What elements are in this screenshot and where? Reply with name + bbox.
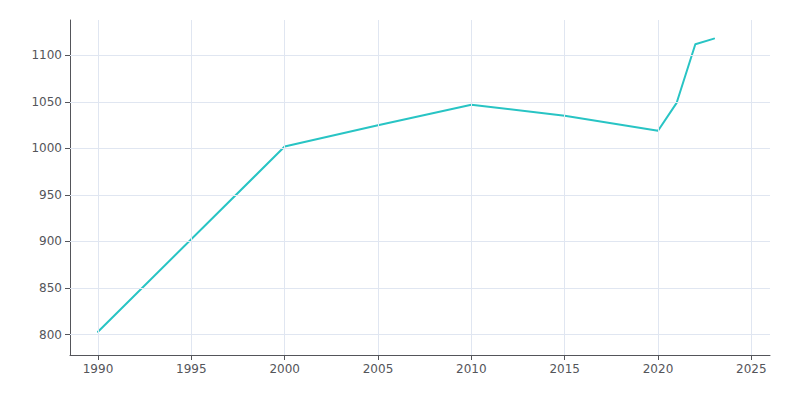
svg-text:1000: 1000 [31, 141, 62, 155]
svg-text:1995: 1995 [176, 362, 207, 376]
svg-text:850: 850 [39, 281, 62, 295]
svg-text:2025: 2025 [736, 362, 767, 376]
svg-text:1100: 1100 [31, 48, 62, 62]
svg-text:2005: 2005 [363, 362, 394, 376]
svg-text:2015: 2015 [549, 362, 580, 376]
svg-text:2000: 2000 [269, 362, 300, 376]
svg-text:800: 800 [39, 328, 62, 342]
svg-text:1050: 1050 [31, 95, 62, 109]
svg-text:2020: 2020 [643, 362, 674, 376]
svg-text:900: 900 [39, 234, 62, 248]
svg-text:950: 950 [39, 188, 62, 202]
svg-text:1990: 1990 [83, 362, 114, 376]
svg-text:2010: 2010 [456, 362, 487, 376]
